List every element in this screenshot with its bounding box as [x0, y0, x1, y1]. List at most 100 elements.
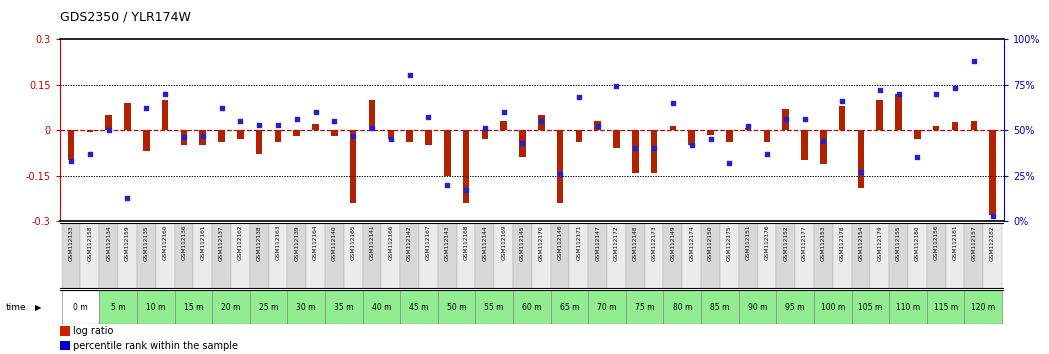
Point — [82, 151, 99, 156]
Bar — [933, 126, 940, 130]
Text: GSM112151: GSM112151 — [746, 225, 751, 261]
Bar — [945, 223, 964, 289]
Bar — [776, 290, 814, 324]
Text: 45 m: 45 m — [409, 303, 429, 312]
Text: GSM112176: GSM112176 — [765, 225, 769, 261]
Text: 25 m: 25 m — [259, 303, 278, 312]
Bar — [475, 223, 494, 289]
Text: GSM112160: GSM112160 — [163, 225, 168, 261]
Bar — [588, 223, 607, 289]
Bar — [387, 130, 394, 139]
Bar — [852, 290, 890, 324]
Point — [590, 124, 606, 129]
Bar — [444, 130, 450, 176]
Bar — [720, 223, 738, 289]
Bar — [926, 223, 945, 289]
Point — [834, 98, 851, 104]
Bar — [801, 130, 808, 160]
Bar — [551, 290, 588, 324]
Bar — [68, 130, 74, 160]
Point — [401, 73, 418, 78]
Bar — [212, 223, 231, 289]
Bar — [626, 223, 645, 289]
Text: GSM112146: GSM112146 — [558, 225, 562, 261]
Text: GSM112141: GSM112141 — [369, 225, 374, 261]
Bar — [155, 223, 174, 289]
Bar — [557, 130, 563, 203]
Bar — [180, 130, 187, 145]
Point — [796, 116, 813, 122]
Text: GSM112142: GSM112142 — [407, 225, 412, 261]
Text: 65 m: 65 m — [560, 303, 579, 312]
Point — [984, 213, 1001, 219]
Bar — [970, 121, 977, 130]
Text: GSM112149: GSM112149 — [670, 225, 676, 261]
Text: 110 m: 110 m — [896, 303, 920, 312]
Bar — [890, 223, 908, 289]
Point — [156, 91, 173, 96]
Text: GSM112168: GSM112168 — [464, 225, 469, 261]
Bar — [481, 130, 488, 139]
Bar — [363, 223, 382, 289]
Bar — [650, 130, 658, 173]
Point — [571, 95, 587, 100]
Bar — [877, 100, 883, 130]
Point — [288, 116, 305, 122]
Point — [608, 84, 625, 89]
Bar — [738, 290, 776, 324]
Bar — [269, 223, 287, 289]
Point — [383, 136, 400, 142]
Bar — [645, 223, 663, 289]
Text: GSM112165: GSM112165 — [350, 225, 356, 261]
Bar — [193, 223, 212, 289]
Bar — [814, 290, 852, 324]
Bar — [538, 115, 544, 130]
Point — [63, 158, 80, 164]
Point — [927, 91, 944, 96]
Text: GSM112158: GSM112158 — [87, 225, 92, 261]
Text: GSM112177: GSM112177 — [802, 225, 807, 261]
Point — [326, 118, 343, 124]
Bar — [199, 130, 206, 145]
Bar — [663, 290, 701, 324]
Bar — [588, 290, 626, 324]
Bar — [908, 223, 926, 289]
Bar — [513, 290, 551, 324]
Text: 80 m: 80 m — [672, 303, 692, 312]
Text: 30 m: 30 m — [297, 303, 316, 312]
Bar — [313, 124, 319, 130]
Bar — [401, 223, 419, 289]
Bar — [231, 223, 250, 289]
Point — [213, 105, 230, 111]
Text: 75 m: 75 m — [635, 303, 655, 312]
Bar — [137, 290, 174, 324]
Bar — [964, 223, 983, 289]
Point — [965, 58, 982, 64]
Text: GSM112153: GSM112153 — [821, 225, 826, 261]
Bar — [764, 130, 770, 142]
Bar — [701, 223, 720, 289]
Bar — [669, 126, 677, 130]
Bar — [137, 223, 155, 289]
Text: GSM112150: GSM112150 — [708, 225, 713, 261]
Text: log ratio: log ratio — [73, 326, 113, 336]
Text: GSM112170: GSM112170 — [539, 225, 543, 261]
Bar — [105, 115, 112, 130]
Text: GSM112174: GSM112174 — [689, 225, 694, 261]
Text: GSM112148: GSM112148 — [633, 225, 638, 261]
Bar — [795, 223, 814, 289]
Bar — [776, 223, 795, 289]
Point — [345, 133, 362, 138]
Point — [909, 155, 926, 160]
Bar — [745, 128, 751, 130]
Point — [552, 171, 569, 177]
Point — [683, 142, 700, 148]
Bar — [62, 223, 81, 289]
Bar — [707, 130, 713, 135]
Point — [101, 127, 117, 133]
Text: GSM112135: GSM112135 — [144, 225, 149, 261]
Text: GSM112163: GSM112163 — [276, 225, 280, 261]
Point — [120, 195, 136, 200]
Bar — [419, 223, 437, 289]
Bar — [406, 130, 413, 142]
